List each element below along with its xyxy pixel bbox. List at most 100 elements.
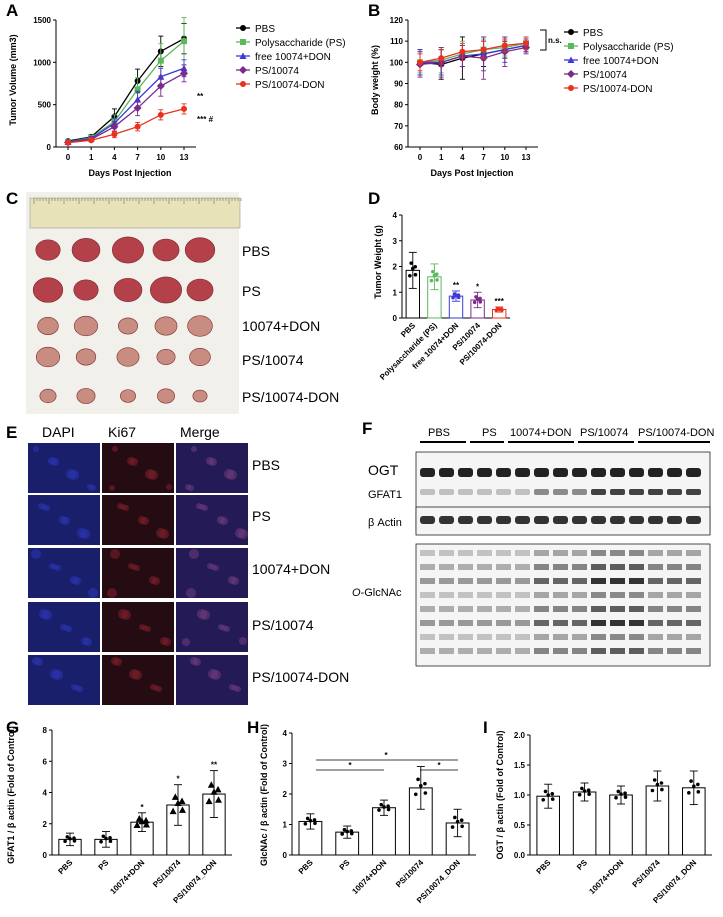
chart-i-category-label: 10074+DON — [587, 858, 625, 896]
chart-h-data-point — [386, 804, 390, 808]
wb-band-glcnac — [439, 634, 454, 640]
western-blot: PBS PS 10074+DON PS/10074 PS/10074-DON O… — [352, 427, 714, 667]
chart-d-data-point — [474, 295, 478, 299]
wb-band-glcnac — [534, 620, 549, 626]
chart-i-data-point — [687, 791, 691, 795]
panel-label-a: A — [6, 1, 18, 20]
micro-speckle — [88, 588, 98, 598]
chart-d-data-point — [411, 266, 415, 271]
micro-speckle — [160, 637, 168, 645]
chart-d-ytick-label: 3 — [393, 237, 398, 246]
wb-band-glcnac — [648, 620, 663, 626]
chart-h-data-point — [416, 777, 420, 782]
chart-a-annot-2: *** # — [197, 115, 214, 124]
tumor — [118, 317, 138, 335]
chart-g-data-point — [133, 821, 141, 828]
chart-a-xtick-label: 1 — [89, 153, 94, 162]
wb-band-glcnac — [572, 606, 587, 612]
micro-speckle — [59, 516, 67, 524]
wb-band-glcnac — [553, 564, 568, 570]
chart-d-ylabel: Tumor Weight (g) — [373, 225, 383, 299]
chart-b-xlabel: Days Post Injection — [430, 168, 513, 178]
wb-group-pbs: PBS — [428, 427, 450, 439]
chart-b-xtick-label: 4 — [460, 153, 465, 162]
chart-d-data-point — [408, 273, 412, 278]
chart-g-ytick-label: 6 — [43, 757, 48, 766]
chart-g-category-label: PS/10074 — [151, 858, 183, 890]
wb-band-glcnac — [496, 564, 511, 570]
wb-band-glcnac — [439, 648, 454, 654]
chart-g-data-point — [68, 836, 72, 841]
micro-speckle — [197, 609, 207, 619]
ki67-microscopy: DAPI Ki67 Merge PBS PS 10074+DON PS/1007… — [28, 424, 349, 705]
wb-band-glcnac — [515, 592, 530, 598]
chart-i-ylabel: OGT / β actin (Fold of Control) — [495, 731, 505, 860]
chart-d-data-point — [430, 269, 435, 274]
wb-band-glcnac — [477, 606, 492, 612]
chart-h-category-label: PS — [338, 858, 352, 872]
chart-a-point — [65, 139, 71, 146]
chart-i-category-label: PBS — [535, 858, 553, 876]
micro-speckle — [208, 669, 218, 679]
wb-band-glcnac — [458, 620, 473, 626]
micro-speckle — [109, 485, 115, 491]
wb-band-ogt — [477, 468, 492, 477]
chart-h-data-point — [342, 827, 347, 832]
wb-band-glcnac — [477, 634, 492, 640]
chart-i-data-point — [582, 789, 587, 793]
chart-b-point — [501, 42, 508, 49]
wb-band-glcnac — [610, 634, 625, 640]
wb-band-glcnac — [439, 550, 454, 556]
wb-band-actin — [610, 516, 625, 524]
wb-band-glcnac — [458, 592, 473, 598]
wb-band-glcnac — [420, 634, 435, 640]
wb-band-glcnac — [439, 592, 454, 598]
chart-b-legend-marker — [568, 29, 574, 35]
wb-band-glcnac — [610, 648, 625, 654]
chart-a-point — [181, 38, 187, 45]
wb-band-gfat1 — [515, 489, 530, 495]
wb-band-glcnac — [591, 648, 606, 654]
micro-speckle — [190, 657, 198, 665]
wb-band-glcnac — [686, 634, 701, 640]
micro-speckle — [166, 484, 172, 490]
chart-h-data-point — [423, 791, 428, 795]
chart-b-ytick-label: 90 — [394, 80, 403, 89]
wb-band-glcnac — [458, 648, 473, 654]
wb-band-glcnac — [572, 564, 587, 570]
chart-i-data-point — [619, 792, 623, 796]
chart-a-legend-1: PBS — [255, 24, 275, 35]
chart-h-category-label: PBS — [297, 858, 315, 876]
chart-a-xtick-label: 0 — [66, 153, 71, 162]
wb-band-glcnac — [515, 634, 530, 640]
wb-band-glcnac — [420, 578, 435, 584]
chart-a-point — [110, 122, 119, 131]
wb-band-glcnac — [686, 620, 701, 626]
chart-h-data-point — [379, 802, 384, 807]
chart-d-star: ** — [453, 281, 460, 290]
wb-band-glcnac — [629, 592, 644, 598]
chart-g-data-point — [142, 816, 150, 824]
tumor — [73, 279, 99, 301]
wb-band-ogt — [553, 468, 568, 477]
chart-b-xtick-label: 1 — [439, 153, 444, 162]
photo-label-ps-10074: PS/10074 — [242, 352, 304, 368]
wb-band-glcnac — [496, 550, 511, 556]
chart-d-data-point — [478, 300, 483, 304]
tumor-photo: PBS PS 10074+DON PS/10074 PS/10074-DON — [26, 192, 339, 414]
wb-band-glcnac — [458, 578, 473, 584]
sig-star-1: * — [384, 751, 388, 760]
wb-band-glcnac — [610, 620, 625, 626]
wb-band-glcnac — [458, 550, 473, 556]
tumor — [154, 316, 178, 336]
micro-speckle — [49, 563, 55, 569]
chart-a-ytick-label: 0 — [47, 143, 52, 152]
chart-b-body-weight: Body weight (%) Days Post Injection PBS … — [370, 16, 674, 178]
wb-band-glcnac — [553, 648, 568, 654]
panel-label-g: G — [6, 718, 19, 737]
wb-band-actin — [496, 516, 511, 524]
wb-band-glcnac — [458, 564, 473, 570]
wb-band-gfat1 — [686, 489, 701, 495]
wb-band-ogt — [439, 468, 454, 477]
